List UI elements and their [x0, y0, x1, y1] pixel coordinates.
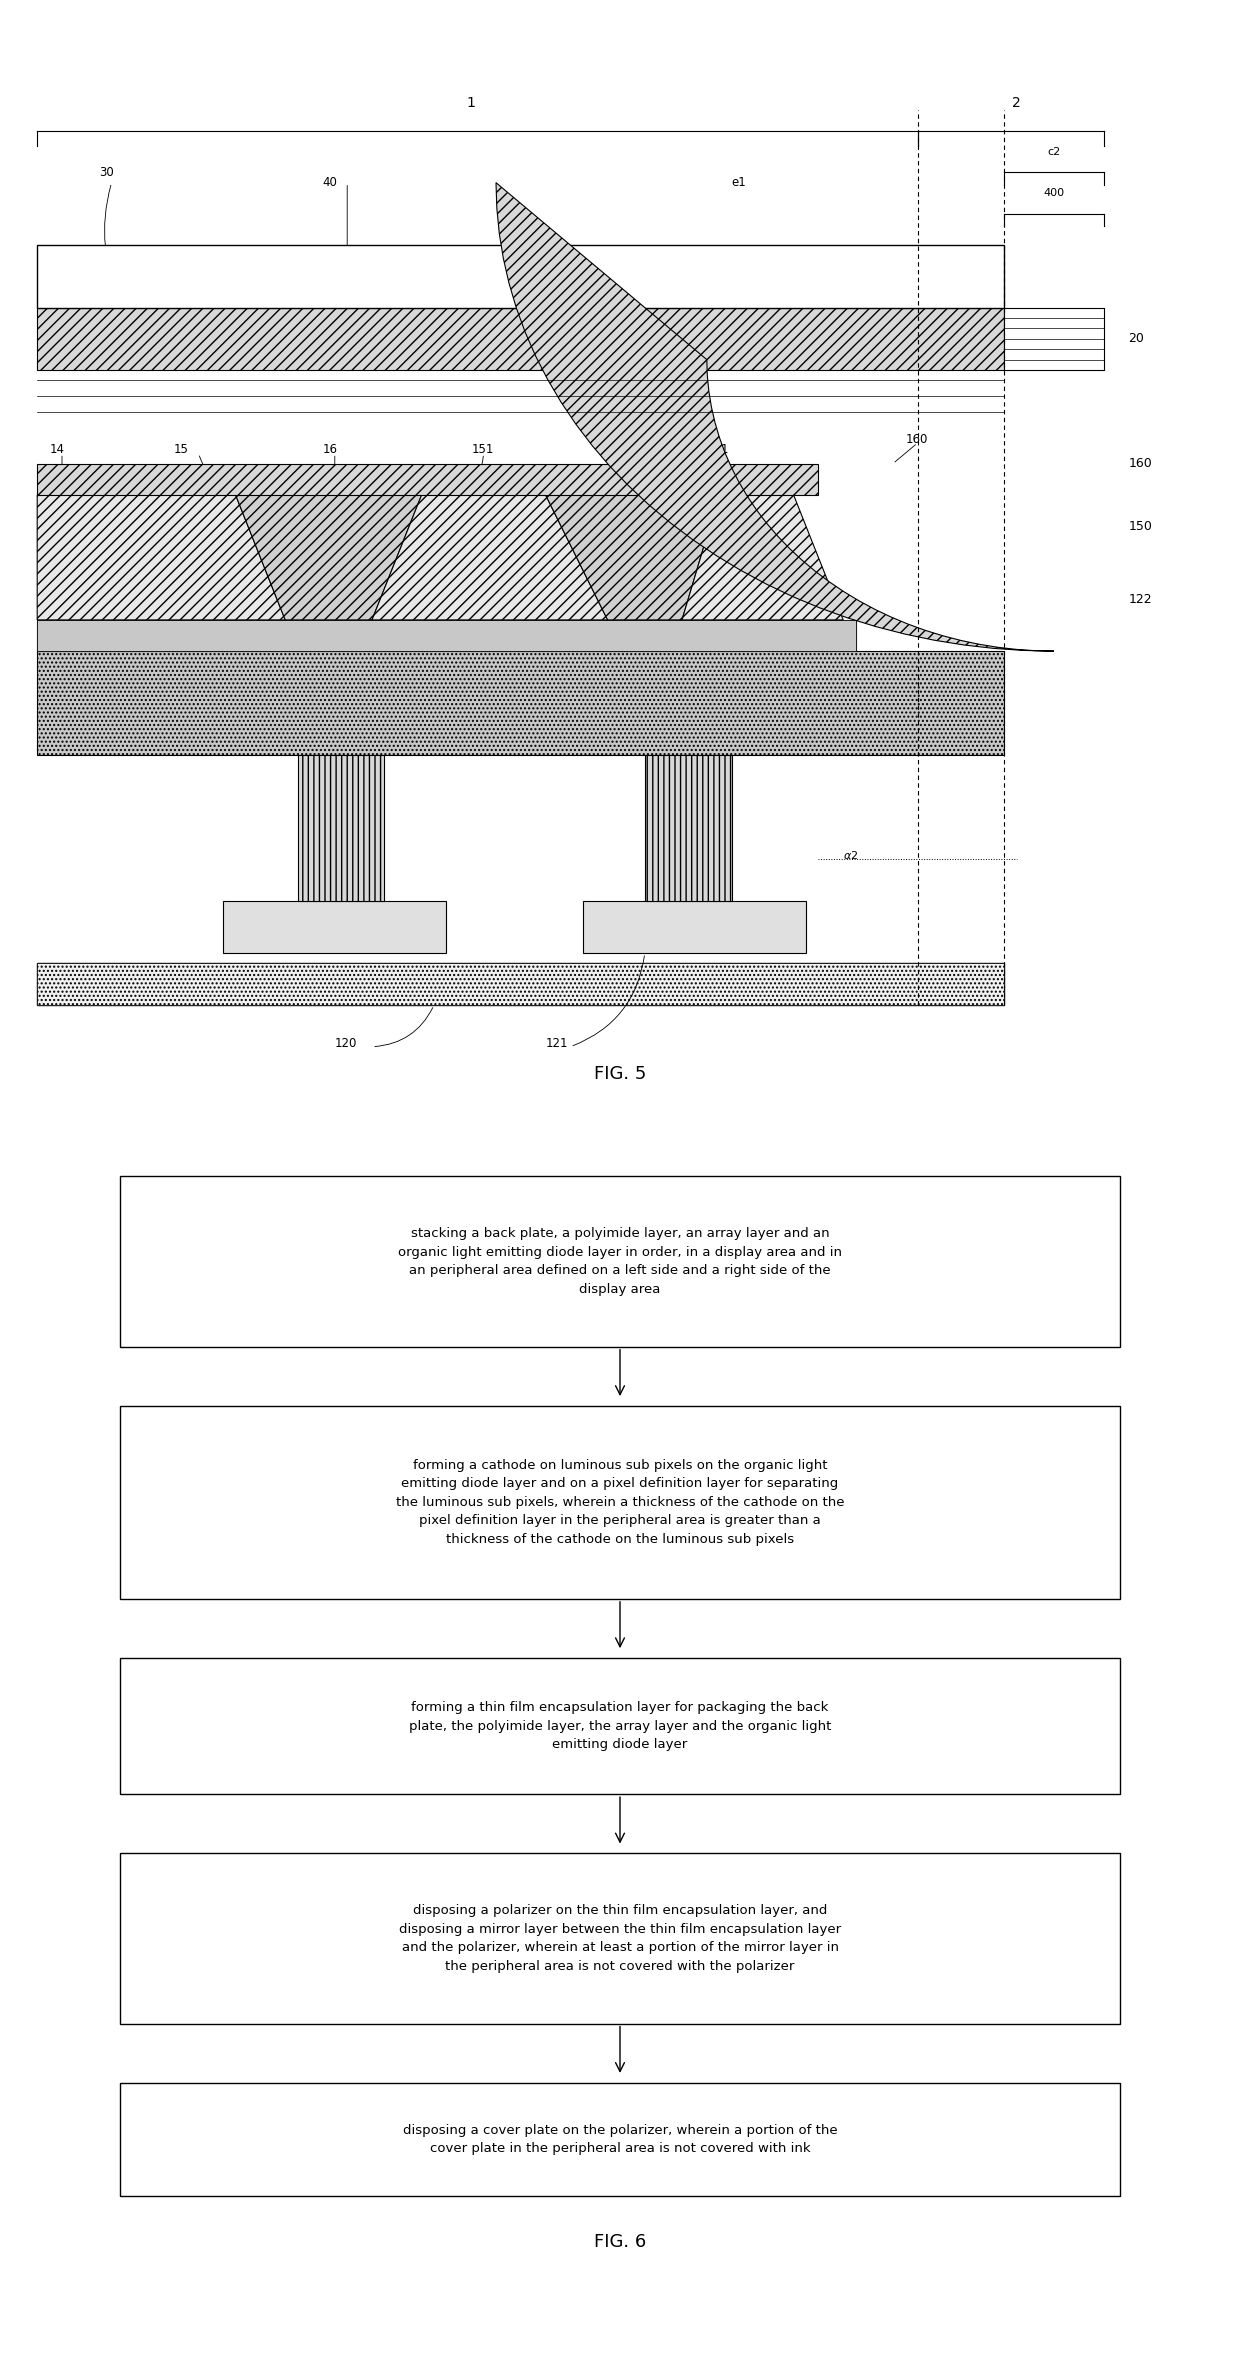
Text: e1: e1	[732, 175, 746, 189]
Bar	[298, 755, 384, 901]
Bar	[37, 464, 818, 494]
Text: 151: 151	[471, 442, 494, 457]
Bar	[37, 620, 856, 651]
Polygon shape	[236, 494, 422, 620]
Text: 1: 1	[466, 95, 476, 109]
Text: 2: 2	[1012, 95, 1022, 109]
Text: forming a cathode on luminous sub pixels on the organic light
emitting diode lay: forming a cathode on luminous sub pixels…	[396, 1460, 844, 1545]
Bar	[645, 755, 732, 901]
Polygon shape	[546, 494, 719, 620]
Text: FIG. 5: FIG. 5	[594, 1065, 646, 1084]
Text: 150: 150	[1128, 521, 1152, 532]
Bar	[120, 1405, 1120, 1599]
Polygon shape	[37, 494, 285, 620]
Bar	[120, 2082, 1120, 2196]
Text: 121: 121	[546, 1036, 568, 1051]
Bar	[120, 1659, 1120, 1793]
Text: 120: 120	[335, 1036, 357, 1051]
Bar	[1004, 308, 1104, 369]
Polygon shape	[372, 494, 608, 620]
Bar	[120, 1853, 1120, 2023]
Bar	[37, 963, 1004, 1006]
Polygon shape	[682, 494, 843, 620]
Text: FIG. 6: FIG. 6	[594, 2234, 646, 2250]
Text: 161: 161	[707, 442, 729, 457]
Text: disposing a cover plate on the polarizer, wherein a portion of the
cover plate i: disposing a cover plate on the polarizer…	[403, 2125, 837, 2155]
Text: stacking a back plate, a polyimide layer, an array layer and an
organic light em: stacking a back plate, a polyimide layer…	[398, 1228, 842, 1297]
Bar	[583, 901, 806, 953]
Text: forming a thin film encapsulation layer for packaging the back
plate, the polyim: forming a thin film encapsulation layer …	[409, 1701, 831, 1751]
Text: 30: 30	[99, 166, 114, 180]
Text: 160: 160	[1128, 457, 1152, 471]
Text: $\alpha$2: $\alpha$2	[843, 849, 858, 861]
Bar	[37, 308, 1004, 369]
Polygon shape	[496, 182, 1054, 651]
Text: 14: 14	[50, 442, 64, 457]
Bar	[37, 246, 1004, 308]
Bar	[37, 620, 856, 651]
Text: 160: 160	[905, 433, 928, 445]
Text: 16: 16	[322, 442, 337, 457]
Bar	[120, 1176, 1120, 1346]
Text: 123: 123	[682, 828, 704, 842]
Text: 122: 122	[1128, 592, 1152, 606]
Bar	[37, 651, 1004, 755]
Bar	[223, 901, 446, 953]
Text: 130: 130	[632, 442, 655, 457]
Text: 15: 15	[174, 442, 188, 457]
Text: 40: 40	[322, 175, 337, 189]
Text: 20: 20	[1128, 331, 1145, 345]
Bar	[37, 963, 1004, 1006]
Text: c2: c2	[1048, 147, 1060, 156]
Text: 400: 400	[1043, 189, 1065, 199]
Text: disposing a polarizer on the thin film encapsulation layer, and
disposing a mirr: disposing a polarizer on the thin film e…	[399, 1905, 841, 1973]
